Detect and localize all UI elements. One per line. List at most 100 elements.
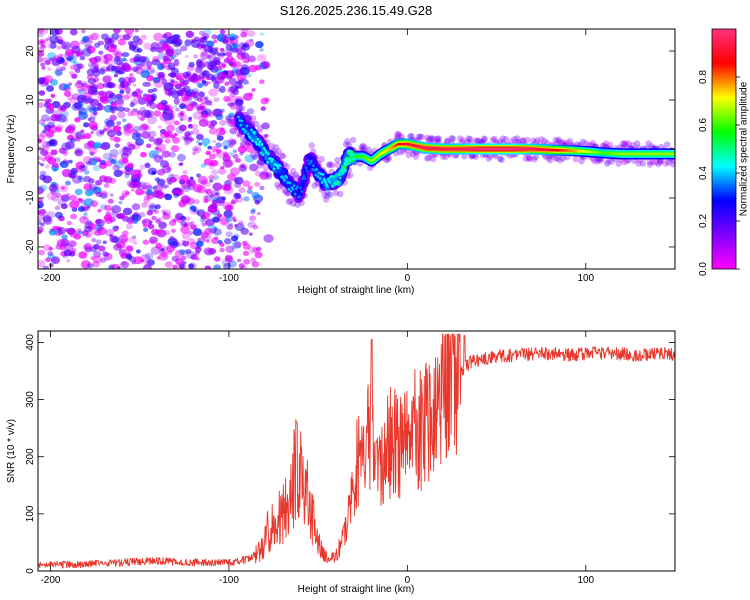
heatmap-halo-cell xyxy=(559,155,567,162)
heatmap-noise-cell xyxy=(73,102,82,109)
heatmap-noise-cell xyxy=(145,101,152,107)
heatmap-noise-cell xyxy=(156,178,166,186)
heatmap-noise-cell xyxy=(148,220,153,225)
heatmap-ridge-cell xyxy=(340,169,343,173)
heatmap-noise-cell xyxy=(208,127,218,135)
heatmap-noise-cell xyxy=(38,156,43,161)
heatmap-noise-cell xyxy=(246,73,252,78)
heatmap-noise-cell xyxy=(167,72,176,78)
heatmap-noise-cell xyxy=(81,164,85,169)
spectrogram-x-tick-label: -200 xyxy=(40,273,60,284)
heatmap-halo-cell xyxy=(486,152,494,160)
heatmap-halo-cell xyxy=(522,155,530,162)
heatmap-noise-cell xyxy=(216,133,221,137)
heatmap-noise-cell xyxy=(172,105,178,110)
heatmap-noise-cell xyxy=(67,239,77,248)
heatmap-halo-cell xyxy=(525,155,532,162)
heatmap-noise-cell xyxy=(102,75,112,84)
heatmap-noise-cell xyxy=(166,55,175,62)
heatmap-noise-cell xyxy=(148,130,157,138)
heatmap-noise-cell xyxy=(190,39,201,48)
heatmap-noise-cell xyxy=(185,197,195,205)
heatmap-noise-cell xyxy=(240,31,248,38)
heatmap-noise-cell xyxy=(84,170,90,175)
heatmap-halo-cell xyxy=(429,135,437,142)
heatmap-noise-cell xyxy=(241,78,249,85)
heatmap-noise-cell xyxy=(110,159,117,165)
heatmap-noise-cell xyxy=(250,120,255,125)
heatmap-noise-cell xyxy=(137,38,143,46)
heatmap-noise-cell xyxy=(111,32,120,40)
heatmap-noise-cell xyxy=(111,205,122,214)
heatmap-noise-cell xyxy=(178,249,186,255)
heatmap-noise-cell xyxy=(141,131,151,139)
heatmap-noise-cell xyxy=(217,127,222,132)
heatmap-noise-cell xyxy=(212,148,221,156)
heatmap-noise-cell xyxy=(172,137,181,144)
heatmap-noise-cell xyxy=(259,171,270,180)
heatmap-noise-cell xyxy=(118,249,128,257)
heatmap-noise-cell xyxy=(99,130,105,135)
heatmap-noise-cell xyxy=(222,39,229,44)
heatmap-halo-cell xyxy=(534,137,541,144)
heatmap-halo-cell xyxy=(412,153,420,160)
heatmap-halo-cell xyxy=(625,140,632,147)
heatmap-noise-cell xyxy=(184,216,191,222)
heatmap-noise-cell xyxy=(203,247,214,256)
heatmap-noise-cell xyxy=(132,219,138,224)
heatmap-halo-cell xyxy=(278,152,285,160)
heatmap-noise-cell xyxy=(47,253,56,260)
heatmap-noise-cell xyxy=(184,133,191,139)
heatmap-noise-cell xyxy=(176,153,186,162)
heatmap-noise-cell xyxy=(201,113,208,119)
heatmap-noise-cell xyxy=(212,39,218,44)
heatmap-noise-cell xyxy=(165,178,172,183)
heatmap-noise-cell xyxy=(150,246,161,255)
heatmap-noise-cell xyxy=(82,156,93,165)
heatmap-noise-cell xyxy=(249,38,254,42)
heatmap-halo-cell xyxy=(633,140,641,147)
heatmap-noise-cell xyxy=(125,254,133,260)
heatmap-halo-cell xyxy=(238,105,245,112)
heatmap-noise-cell xyxy=(128,76,136,83)
heatmap-noise-cell xyxy=(141,190,147,195)
heatmap-ridge-cell xyxy=(239,123,242,127)
heatmap-noise-cell xyxy=(87,263,94,269)
heatmap-noise-cell xyxy=(121,118,127,123)
heatmap-noise-cell xyxy=(38,185,45,195)
heatmap-noise-cell xyxy=(260,106,267,111)
heatmap-noise-cell xyxy=(79,164,88,172)
heatmap-noise-cell xyxy=(238,187,246,194)
colorbar-tick-label: 0.8 xyxy=(698,70,709,84)
snr-series-line xyxy=(38,333,675,569)
heatmap-noise-cell xyxy=(227,102,235,107)
heatmap-noise-cell xyxy=(196,246,201,250)
heatmap-ridge-cell xyxy=(350,159,354,163)
heatmap-noise-cell xyxy=(224,115,232,121)
heatmap-noise-cell xyxy=(194,147,199,152)
heatmap-noise-cell xyxy=(230,70,239,77)
heatmap-noise-cell xyxy=(88,57,93,62)
heatmap-noise-cell xyxy=(108,92,117,100)
heatmap-noise-cell xyxy=(156,216,163,223)
heatmap-noise-cell xyxy=(125,86,131,95)
heatmap-noise-cell xyxy=(197,82,204,89)
heatmap-noise-cell xyxy=(112,164,120,172)
heatmap-ridge-cell xyxy=(327,177,330,181)
heatmap-noise-cell xyxy=(74,68,81,74)
heatmap-noise-cell xyxy=(39,131,48,138)
heatmap-noise-cell xyxy=(83,142,93,150)
heatmap-noise-cell xyxy=(249,163,259,172)
heatmap-noise-cell xyxy=(149,236,158,244)
heatmap-halo-cell xyxy=(239,140,247,147)
heatmap-noise-cell xyxy=(185,90,193,97)
heatmap-noise-cell xyxy=(219,47,225,52)
heatmap-noise-cell xyxy=(121,193,127,199)
heatmap-ridge-cell xyxy=(322,178,326,182)
heatmap-noise-cell xyxy=(188,181,197,188)
heatmap-noise-cell xyxy=(168,219,177,227)
heatmap-noise-cell xyxy=(44,164,51,169)
heatmap-ridge-cell xyxy=(305,169,309,173)
heatmap-noise-cell xyxy=(39,43,47,50)
heatmap-halo-cell xyxy=(464,138,471,146)
